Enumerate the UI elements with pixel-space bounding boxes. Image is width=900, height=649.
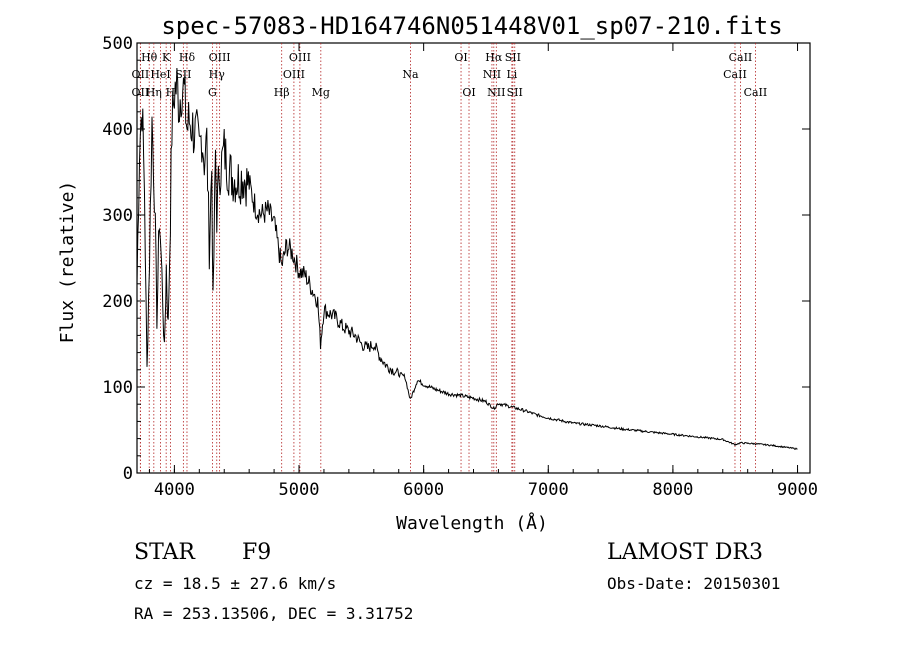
line-label-18: OI [462, 86, 475, 99]
line-label-13: OIII [289, 51, 311, 64]
redshift-velocity: cz = 18.5 ± 27.6 km/s [134, 574, 337, 593]
line-label-12: Hβ [274, 86, 290, 99]
spectrum-line [136, 67, 798, 450]
line-label-14: OIII [283, 68, 305, 81]
x-tick-label-0: 4000 [154, 480, 195, 500]
x-tick-label-5: 9000 [777, 480, 818, 500]
y-axis-label: Flux (relative) [57, 181, 78, 344]
survey-name: LAMOST DR3 [607, 540, 763, 565]
y-tick-label-4: 400 [102, 120, 133, 140]
y-tick-label-1: 100 [102, 378, 133, 398]
x-axis: 4000 5000 6000 7000 8000 9000 [148, 43, 818, 500]
line-label-10: Hγ [209, 68, 226, 81]
line-label-27: CaII [744, 86, 768, 99]
line-label-3: Hη [146, 86, 162, 99]
line-label-19: Hα [485, 51, 503, 64]
line-label-11: G [208, 86, 217, 99]
y-tick-label-2: 200 [102, 292, 133, 312]
x-tick-label-3: 7000 [528, 480, 569, 500]
line-label-2: OII [132, 86, 150, 99]
line-label-25: CaII [729, 51, 753, 64]
line-label-24: SII [507, 86, 523, 99]
coordinates: RA = 253.13506, DEC = 3.31752 [134, 604, 414, 623]
line-label-6: H [166, 86, 176, 99]
object-type: STAR [134, 540, 195, 565]
y-tick-label-3: 300 [102, 206, 133, 226]
y-tick-label-0: 0 [123, 464, 133, 484]
line-label-22: SII [505, 51, 521, 64]
x-tick-label-4: 8000 [652, 480, 693, 500]
line-label-7: Hδ [179, 51, 196, 64]
line-label-15: Mg [312, 86, 330, 99]
line-label-0: Hθ [141, 51, 158, 64]
line-label-26: CaII [723, 68, 747, 81]
chart-title: spec-57083-HD164746N051448V01_sp07-210.f… [161, 12, 782, 40]
line-label-17: OI [454, 51, 467, 64]
line-label-21: NII [487, 86, 505, 99]
y-tick-label-5: 500 [102, 34, 133, 54]
line-label-9: OIII [209, 51, 231, 64]
spectral-subclass: F9 [242, 540, 272, 565]
line-label-4: HeI [150, 68, 170, 81]
line-label-1: OII [132, 68, 150, 81]
line-label-8: SII [175, 68, 191, 81]
spectrum-layer [136, 67, 798, 450]
line-label-5: K [162, 51, 171, 64]
x-axis-label: Wavelength (Å) [396, 512, 548, 534]
y-axis: 0 100 200 300 400 500 [102, 34, 810, 484]
line-label-20: NII [483, 68, 501, 81]
x-tick-label-2: 6000 [403, 480, 444, 500]
x-tick-label-1: 5000 [279, 480, 320, 500]
plot-frame [136, 42, 811, 474]
line-label-16: Na [402, 68, 419, 81]
line-label-23: Li [506, 68, 517, 81]
observation-date: Obs-Date: 20150301 [607, 574, 781, 593]
spectral-line-markers [139, 43, 756, 473]
